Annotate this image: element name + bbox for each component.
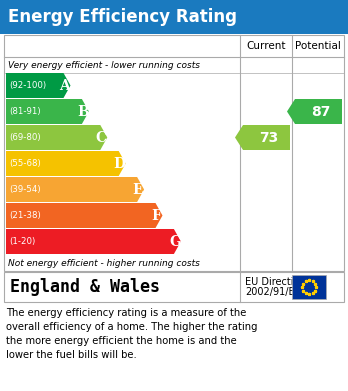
- Polygon shape: [6, 125, 107, 150]
- Polygon shape: [287, 99, 342, 124]
- Polygon shape: [6, 99, 89, 124]
- Text: (55-68): (55-68): [9, 159, 41, 168]
- Text: England & Wales: England & Wales: [10, 278, 160, 296]
- Text: Potential: Potential: [295, 41, 341, 51]
- Text: Very energy efficient - lower running costs: Very energy efficient - lower running co…: [8, 61, 200, 70]
- Text: The energy efficiency rating is a measure of the
overall efficiency of a home. T: The energy efficiency rating is a measur…: [6, 308, 258, 360]
- Bar: [0, 0, 348, 34]
- Text: D: D: [114, 156, 126, 170]
- Text: EU Directive: EU Directive: [245, 277, 305, 287]
- Bar: [4, 35, 344, 271]
- Text: G: G: [169, 235, 181, 249]
- Text: Not energy efficient - higher running costs: Not energy efficient - higher running co…: [8, 258, 200, 267]
- Text: (39-54): (39-54): [9, 185, 41, 194]
- Polygon shape: [6, 229, 181, 254]
- Text: Current: Current: [246, 41, 286, 51]
- Text: 87: 87: [311, 104, 330, 118]
- Text: B: B: [77, 104, 89, 118]
- Polygon shape: [6, 203, 163, 228]
- Text: 2002/91/EC: 2002/91/EC: [245, 287, 301, 297]
- Bar: [4, 272, 344, 302]
- Text: (92-100): (92-100): [9, 81, 46, 90]
- Text: (1-20): (1-20): [9, 237, 35, 246]
- Text: (21-38): (21-38): [9, 211, 41, 220]
- Text: F: F: [152, 208, 161, 222]
- Text: (69-80): (69-80): [9, 133, 41, 142]
- Polygon shape: [6, 73, 71, 98]
- Text: Energy Efficiency Rating: Energy Efficiency Rating: [8, 8, 237, 26]
- Text: (81-91): (81-91): [9, 107, 41, 116]
- Text: A: A: [59, 79, 70, 93]
- Polygon shape: [235, 125, 290, 150]
- Polygon shape: [6, 151, 126, 176]
- Text: 73: 73: [259, 131, 278, 145]
- Text: C: C: [96, 131, 107, 145]
- Bar: [292, 275, 326, 299]
- Polygon shape: [6, 177, 144, 202]
- Text: E: E: [133, 183, 143, 197]
